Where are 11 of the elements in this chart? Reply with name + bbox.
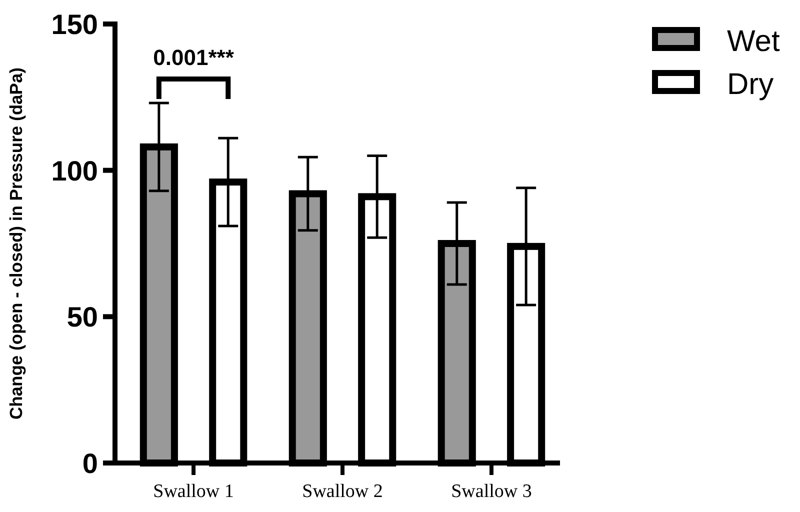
legend-label: Dry (727, 68, 774, 101)
y-tick-label: 100 (51, 155, 98, 186)
x-tick-label: Swallow 2 (302, 481, 383, 502)
x-tick-label: Swallow 3 (451, 481, 532, 502)
y-tick-label: 150 (51, 9, 98, 40)
x-tick-label: Swallow 1 (153, 481, 234, 502)
legend-label: Wet (727, 24, 780, 58)
y-tick-label: 50 (66, 302, 98, 333)
y-tick-label: 0 (82, 448, 98, 480)
y-axis-title: Change (open - closed) in Pressure (daPa) (6, 67, 26, 420)
annotation: 0.001*** (153, 45, 234, 70)
